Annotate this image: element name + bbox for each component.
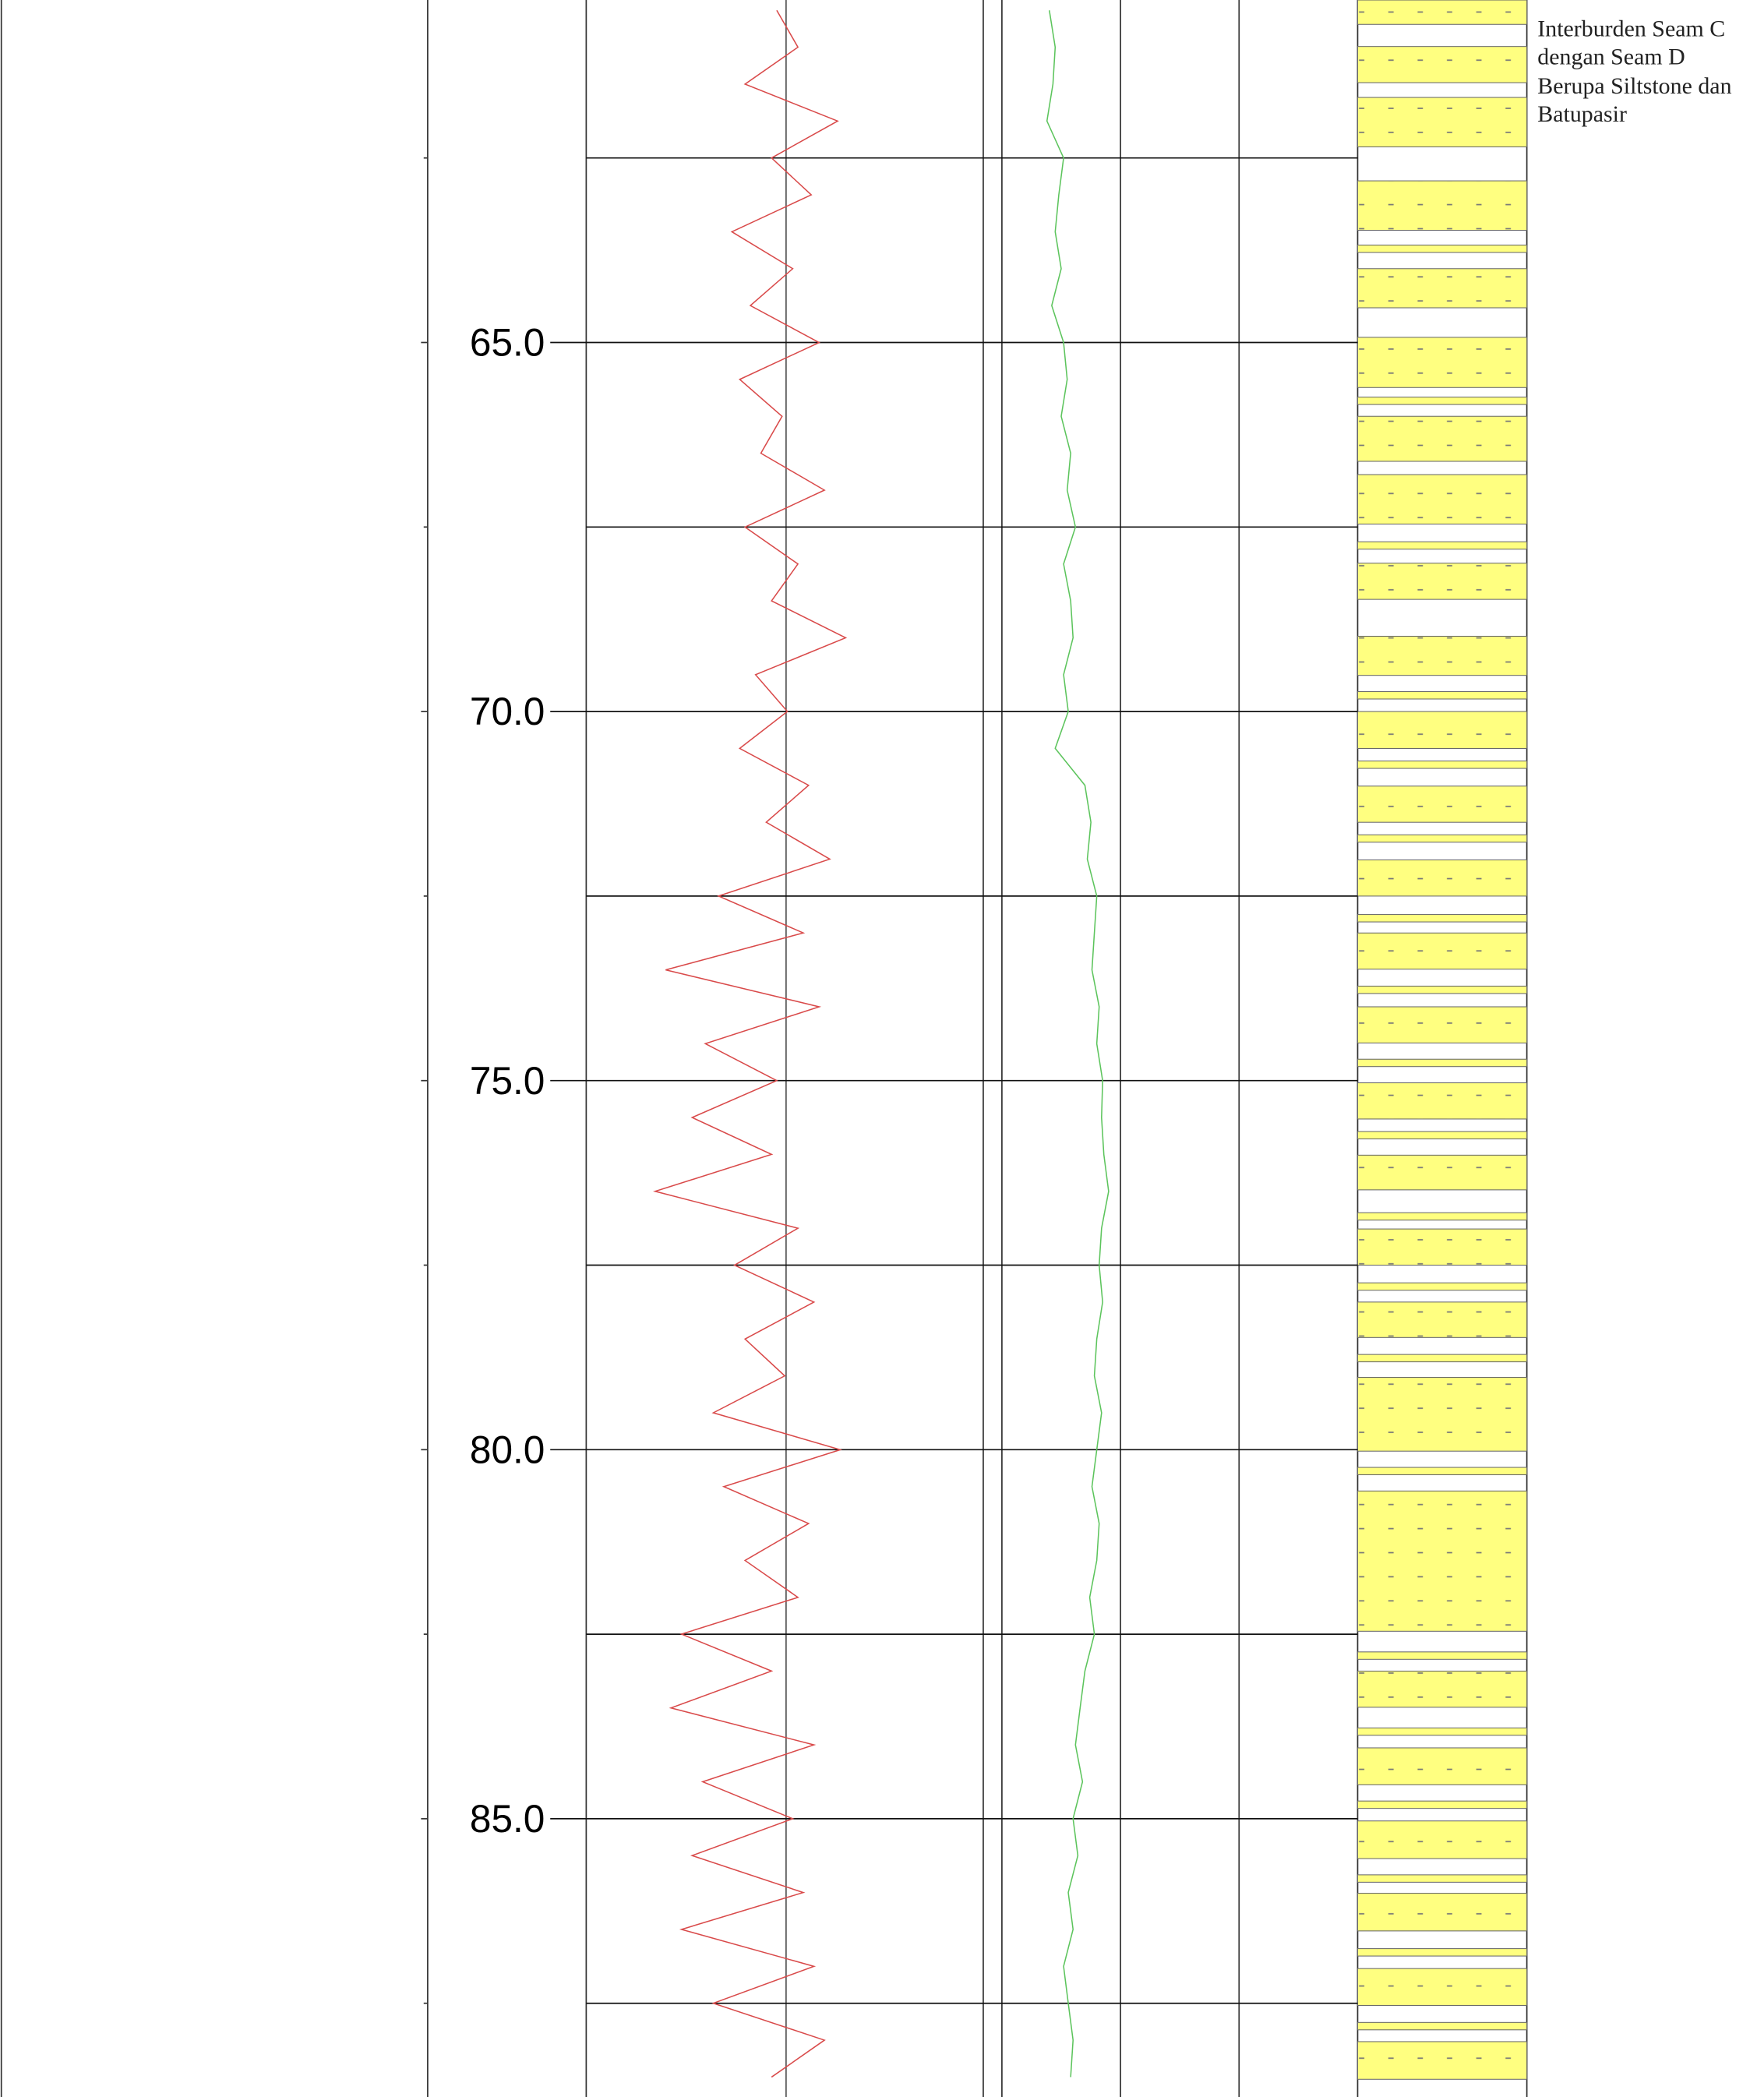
lithology-pattern [1357, 46, 1527, 83]
y-tick-label: 80.0 [470, 1428, 545, 1471]
lithology-pattern [1357, 181, 1527, 231]
annotation-line: Batupasir [1537, 101, 1627, 127]
log-curve [1046, 10, 1110, 2078]
lithology-layer [1357, 1467, 1528, 1476]
lithology-pattern [1357, 1491, 1527, 1632]
lithology-pattern [1357, 563, 1527, 600]
lithology-pattern [1357, 933, 1527, 969]
lithology-layer [1357, 985, 1528, 994]
lithology-pattern [1357, 1377, 1527, 1452]
annotation-line: Berupa Siltstone dan [1537, 73, 1731, 99]
lithology-pattern [1357, 1747, 1527, 1785]
lithology-layer [1357, 1651, 1528, 1660]
lithology-layer [1357, 1874, 1528, 1883]
lithology-layer [1357, 1354, 1528, 1363]
y-tick-label: 65.0 [470, 321, 545, 365]
lithology-pattern [1357, 1671, 1527, 1707]
lithology-pattern [1357, 2041, 1527, 2080]
annotation-line: Interburden Seam C [1537, 16, 1725, 41]
lithology-pattern [1357, 416, 1527, 462]
lithology-layer [1357, 1948, 1528, 1957]
log-curve [652, 9, 848, 2078]
lithology-layer [1357, 1131, 1528, 1140]
lithology-layer [1357, 397, 1528, 405]
lithology-layer [1357, 1727, 1528, 1736]
frame [0, 0, 1528, 2097]
lithology-layer [1357, 914, 1528, 923]
y-tick-label: 85.0 [470, 1797, 545, 1841]
lithology-pattern [1357, 1155, 1527, 1190]
lithology-pattern [1357, 1968, 1527, 2006]
lithology-layer [1357, 541, 1528, 550]
lithology-pattern [1357, 711, 1527, 749]
lithology-pattern [1357, 785, 1527, 823]
lithology-layer [1357, 244, 1528, 253]
lithology-layer [1357, 691, 1528, 700]
lithology-layer [1357, 2021, 1528, 2031]
lithology-pattern [1357, 1229, 1527, 1266]
lithology-layer [1357, 761, 1528, 769]
lithology-pattern [1357, 1893, 1527, 1931]
lithology-pattern [1357, 1006, 1527, 1043]
annotation-line: dengan Seam D [1537, 44, 1685, 69]
lithology-pattern [1357, 636, 1527, 676]
y-tick-label: 75.0 [470, 1059, 545, 1103]
lithology-layer [1357, 1212, 1528, 1221]
lithology-pattern [1357, 860, 1527, 896]
lithology-pattern [1357, 97, 1527, 147]
lithology-layer [1357, 1800, 1528, 1809]
lithology-layer [1357, 834, 1528, 843]
lithology-pattern [1357, 337, 1527, 388]
lithology-layer [1357, 1282, 1528, 1291]
lithology-layer [1357, 1058, 1528, 1068]
lithology-pattern [1357, 0, 1527, 25]
lithology-pattern [1357, 1820, 1527, 1859]
lithology-pattern [1357, 475, 1527, 524]
lithology-pattern [1357, 268, 1527, 308]
y-tick-label: 70.0 [470, 690, 545, 733]
lithology-pattern [1357, 1082, 1527, 1119]
lithology-pattern [1357, 1301, 1527, 1338]
